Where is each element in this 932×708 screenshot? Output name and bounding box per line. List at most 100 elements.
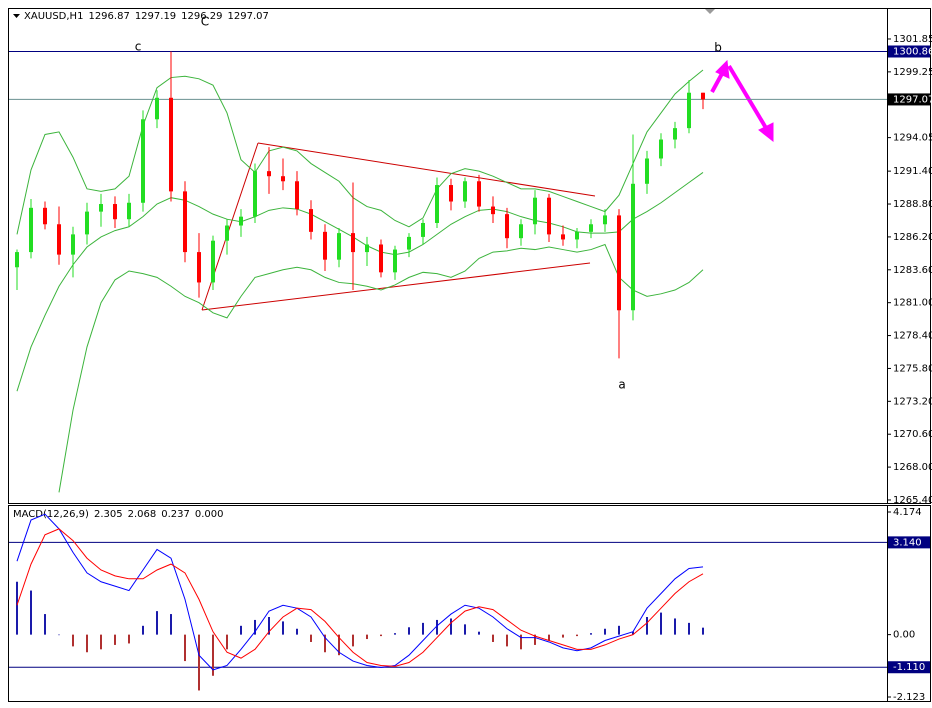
- readout: XAUUSD,H1 1296.87 1297.19 1296.29 1297.07: [24, 11, 269, 22]
- histogram-bar: [58, 634, 60, 636]
- candle-body: [687, 92, 691, 129]
- candle-body: [505, 214, 509, 239]
- histogram-bar: [282, 621, 284, 635]
- candle-body: [449, 185, 453, 202]
- y-tick-label: 1270.60: [893, 429, 932, 440]
- readout-value: 2.305: [94, 509, 123, 520]
- y-tick-label: 1281.00: [893, 298, 932, 309]
- candle-body: [183, 191, 187, 253]
- candle-body: [113, 204, 117, 220]
- y-tick-label: 1265.40: [893, 495, 932, 506]
- indicator-title: MACD(12,26,9): [13, 509, 89, 520]
- y-tick-label: 4.174: [893, 507, 922, 518]
- level-label-box: [888, 45, 930, 58]
- candle-body: [281, 176, 285, 182]
- y-tick-label: 1299.25: [893, 67, 932, 78]
- histogram-bar: [688, 622, 690, 635]
- y-tick-label: 1288.80: [893, 199, 932, 210]
- candle-body: [99, 204, 103, 212]
- candle-body: [365, 244, 369, 253]
- indicator-title: XAUUSD,H1: [24, 11, 83, 22]
- histogram-bar: [254, 619, 256, 635]
- histogram-bar: [702, 627, 704, 635]
- y-tick-label: -2.123: [893, 692, 925, 703]
- histogram-bar: [492, 634, 494, 642]
- candle-body: [603, 215, 607, 225]
- level-label: 3.140: [893, 537, 922, 548]
- candle-body: [547, 197, 551, 235]
- candle-body: [29, 207, 33, 253]
- readout-value: 0.237: [161, 509, 190, 520]
- histogram-bar: [660, 612, 662, 635]
- candle-body: [407, 236, 411, 250]
- histogram-bar: [114, 634, 116, 645]
- histogram-bar: [156, 611, 158, 635]
- histogram-bar: [226, 634, 228, 650]
- wave-label: c: [135, 40, 142, 54]
- main-frame: [8, 8, 931, 504]
- menu-arrow: [13, 14, 20, 18]
- readout: MACD(12,26,9) 2.305 2.068 0.237 0.000: [13, 509, 224, 520]
- y-tick-label: 1268.00: [893, 462, 932, 473]
- candle-body: [71, 234, 75, 255]
- shift-marker: [705, 9, 715, 14]
- y-tick-label: 1275.80: [893, 363, 932, 374]
- level-label: 1300.86: [893, 46, 932, 57]
- readout-value: 0.000: [195, 509, 224, 520]
- histogram-bar: [142, 625, 144, 635]
- histogram-bar: [128, 634, 130, 644]
- y-tick-label: 1278.40: [893, 331, 932, 342]
- histogram-bar: [646, 616, 648, 635]
- wave-label: C: [201, 15, 209, 29]
- histogram-bar: [520, 634, 522, 650]
- candle-body: [197, 252, 201, 283]
- level-label-box: [888, 536, 930, 549]
- level-label: -1.110: [893, 662, 925, 673]
- arrow-shaft: [727, 64, 768, 130]
- candle-body: [309, 209, 313, 232]
- macd-line: [16, 513, 704, 671]
- histogram-bar: [324, 634, 326, 653]
- candle-body: [141, 119, 145, 203]
- arrow-head: [715, 59, 730, 79]
- candle-body: [169, 97, 173, 192]
- candle-body: [435, 185, 439, 223]
- histogram-bar: [576, 634, 578, 637]
- candle-body: [533, 197, 537, 225]
- y-tick-label: 1273.20: [893, 396, 932, 407]
- candle-body: [43, 207, 47, 225]
- readout-value: 1297.19: [135, 11, 176, 22]
- y-tick-label: 1301.85: [893, 34, 932, 45]
- wave-label: a: [618, 378, 625, 392]
- histogram-bar: [352, 634, 354, 647]
- sub-frame: [8, 505, 931, 702]
- histogram-bar: [436, 619, 438, 635]
- histogram-bar: [30, 590, 32, 635]
- y-tick-label: 1294.05: [893, 133, 932, 144]
- forecast-arrow: [710, 59, 774, 143]
- histogram-bar: [590, 633, 592, 635]
- candle-body: [645, 158, 649, 184]
- level-label: 1297.07: [893, 94, 932, 105]
- candle-body: [239, 216, 243, 226]
- y-tick-label: 1286.20: [893, 232, 932, 243]
- candle-body: [379, 244, 383, 273]
- candle-body: [85, 211, 89, 235]
- histogram-bar: [72, 634, 74, 647]
- histogram-bar: [240, 625, 242, 635]
- candle-body: [617, 215, 621, 311]
- candle-body: [393, 249, 397, 273]
- candle-body: [295, 181, 299, 210]
- histogram-bar: [310, 634, 312, 642]
- candle-body: [589, 224, 593, 232]
- histogram-bar: [86, 634, 88, 653]
- arrow-head: [758, 122, 774, 143]
- wave-label: b: [714, 41, 722, 55]
- histogram-bar: [296, 628, 298, 635]
- trend-line: [257, 142, 596, 197]
- candle-body: [519, 224, 523, 239]
- candle-body: [127, 202, 131, 220]
